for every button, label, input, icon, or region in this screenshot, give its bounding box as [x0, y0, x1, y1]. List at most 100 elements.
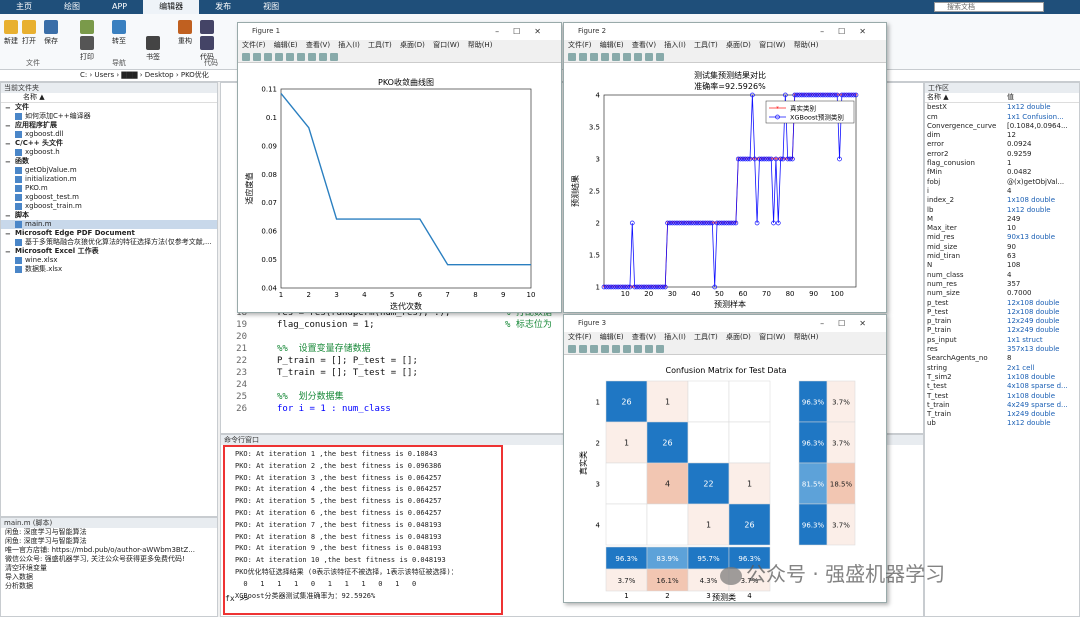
tab-2[interactable]: APP [112, 2, 128, 11]
ribbon-button-6[interactable]: 书签 [146, 36, 160, 62]
file-list-item[interactable]: − 脚本 [1, 211, 217, 220]
workspace-variable[interactable]: fobj @(x)getObjVal... [925, 178, 1079, 187]
file-list-item[interactable]: PKO.m [1, 184, 217, 193]
workspace-variable[interactable]: t_test 4x108 sparse d... [925, 382, 1079, 391]
workspace-variable[interactable]: lb 1x12 double [925, 206, 1079, 215]
predicted-class-point [735, 156, 741, 162]
column-header-name[interactable]: 名称 ▲ [1, 93, 217, 103]
file-list-item[interactable]: 如何添加C++编译器 [1, 112, 217, 121]
workspace-variable[interactable]: dim 12 [925, 131, 1079, 140]
tab-0[interactable]: 主页 [16, 2, 32, 11]
workspace-variable[interactable]: num_class 4 [925, 271, 1079, 280]
ribbon-icon [22, 20, 36, 34]
variable-name: lb [927, 205, 934, 214]
workspace-variable[interactable]: fMin 0.0482 [925, 168, 1079, 177]
workspace-variable[interactable]: p_train 12x249 double [925, 317, 1079, 326]
y-tick-label: 1 [596, 399, 600, 407]
code-text [255, 331, 485, 343]
workspace-variable[interactable]: index_2 1x108 double [925, 196, 1079, 205]
tab-4[interactable]: 发布 [215, 2, 232, 11]
file-list-item[interactable]: getObjValue.m [1, 166, 217, 175]
file-list-item[interactable]: main.m [1, 220, 217, 229]
figure-3-toolbar[interactable] [564, 343, 886, 355]
figure-3-menubar[interactable]: 文件(F) 编辑(E) 查看(V) 插入(I) 工具(T) 桌面(D) 窗口(W… [568, 333, 819, 341]
workspace-variable[interactable]: T_test 1x108 double [925, 392, 1079, 401]
y-tick-label: 0.11 [261, 86, 277, 94]
tab-3[interactable]: 编辑器 [143, 0, 200, 14]
workspace-variable[interactable]: ps_input 1x1 struct [925, 336, 1079, 345]
tab-5[interactable]: 视图 [263, 2, 280, 11]
file-list-item[interactable]: 数据集.xlsx [1, 265, 217, 274]
true-class-point: * [798, 93, 801, 100]
workspace-variable[interactable]: T_sim2 1x108 double [925, 373, 1079, 382]
workspace-variable[interactable]: Max_iter 10 [925, 224, 1079, 233]
file-list-item[interactable]: − 函数 [1, 157, 217, 166]
workspace-variable[interactable]: bestX 1x12 double [925, 103, 1079, 112]
tab-1[interactable]: 绘图 [64, 2, 80, 11]
file-list-item[interactable]: − Microsoft Edge PDF Document [1, 229, 217, 238]
workspace-variable[interactable]: P_test 12x108 double [925, 308, 1079, 317]
file-list-item[interactable]: − C/C++ 头文件 [1, 139, 217, 148]
workspace-variable[interactable]: mid_tiran 63 [925, 252, 1079, 261]
true-class-point: * [661, 285, 664, 292]
workspace-variable[interactable]: SearchAgents_no 8 [925, 354, 1079, 363]
ribbon-button-0[interactable]: 新建 [4, 20, 18, 46]
window-controls[interactable]: –☐✕ [820, 319, 880, 328]
workspace-variable[interactable]: p_test 12x108 double [925, 299, 1079, 308]
workspace-variable[interactable]: mid_res 90x13 double [925, 233, 1079, 242]
expand-icon: − [5, 103, 11, 112]
workspace-variable[interactable]: flag_conusion 1 [925, 159, 1079, 168]
search-documentation-input[interactable]: 搜索文档 [934, 2, 1044, 12]
window-controls[interactable]: –☐✕ [820, 27, 880, 36]
file-list-item[interactable]: xgboost_train.m [1, 202, 217, 211]
true-class-point: * [814, 93, 817, 100]
figure-1-menubar[interactable]: 文件(F) 编辑(E) 查看(V) 插入(I) 工具(T) 桌面(D) 窗口(W… [242, 41, 493, 49]
file-list-item[interactable]: 基于多策略融合灰狼优化算法的特征选择方法(仅参考文献,... [1, 238, 217, 247]
file-list-item[interactable]: xgboost.h [1, 148, 217, 157]
window-controls[interactable]: –☐✕ [495, 27, 555, 36]
workspace-variable[interactable]: N 108 [925, 261, 1079, 270]
file-icon [15, 220, 22, 228]
workspace-variable[interactable]: error2 0.9259 [925, 150, 1079, 159]
workspace-col-value[interactable]: 值 [1007, 93, 1014, 101]
command-prompt[interactable]: fx >> [225, 594, 250, 603]
file-list-item[interactable]: initialization.m [1, 175, 217, 184]
workspace-variable[interactable]: cm 1x1 Confusion... [925, 113, 1079, 122]
workspace-variable[interactable]: num_res 357 [925, 280, 1079, 289]
file-list-item[interactable]: xgboost_test.m [1, 193, 217, 202]
figure-2-menubar[interactable]: 文件(F) 编辑(E) 查看(V) 插入(I) 工具(T) 桌面(D) 窗口(W… [568, 41, 819, 49]
workspace-variable[interactable]: t_train 4x249 sparse d... [925, 401, 1079, 410]
file-list-item[interactable]: − 文件 [1, 103, 217, 112]
workspace-variable[interactable]: M 249 [925, 215, 1079, 224]
ribbon-button-4[interactable]: 打印 [80, 36, 94, 62]
predicted-class-point [834, 92, 840, 98]
figure-2-toolbar[interactable] [564, 51, 886, 63]
true-class-point: * [852, 93, 855, 100]
file-list-item[interactable]: − Microsoft Excel 工作表 [1, 247, 217, 256]
workspace-variable[interactable]: ub 1x12 double [925, 419, 1079, 428]
workspace-variable[interactable]: T_train 1x249 double [925, 410, 1079, 419]
ribbon-button-2[interactable]: 保存 [44, 20, 58, 46]
workspace-variable[interactable]: error 0.0924 [925, 140, 1079, 149]
file-list-item[interactable]: xgboost.dll [1, 130, 217, 139]
code-comment: % 打乱数据 [505, 308, 552, 318]
workspace-variable[interactable]: Convergence_curve [0.1084,0.0964... [925, 122, 1079, 131]
ribbon-button-7[interactable]: 重构 [178, 20, 192, 46]
ribbon-button-9[interactable]: 代码 [200, 36, 214, 62]
workspace-variable[interactable]: mid_size 90 [925, 243, 1079, 252]
workspace-variable[interactable]: res 357x13 double [925, 345, 1079, 354]
ribbon-group-0: 文件 [26, 59, 40, 67]
ribbon-button-1[interactable]: 打开 [22, 20, 36, 46]
workspace-col-name[interactable]: 名称 ▲ [927, 93, 949, 101]
workspace-variable[interactable]: string 2x1 cell [925, 364, 1079, 373]
ribbon-button-5[interactable]: 转至 [112, 20, 126, 46]
predicted-class-point [634, 284, 640, 290]
x-tick-label: 100 [830, 290, 843, 298]
file-list-item[interactable]: − 应用程序扩展 [1, 121, 217, 130]
figure-1-toolbar[interactable] [238, 51, 561, 63]
workspace-variable[interactable]: P_train 12x249 double [925, 326, 1079, 335]
workspace-variable[interactable]: num_size 0.7000 [925, 289, 1079, 298]
file-list-item[interactable]: wine.xlsx [1, 256, 217, 265]
